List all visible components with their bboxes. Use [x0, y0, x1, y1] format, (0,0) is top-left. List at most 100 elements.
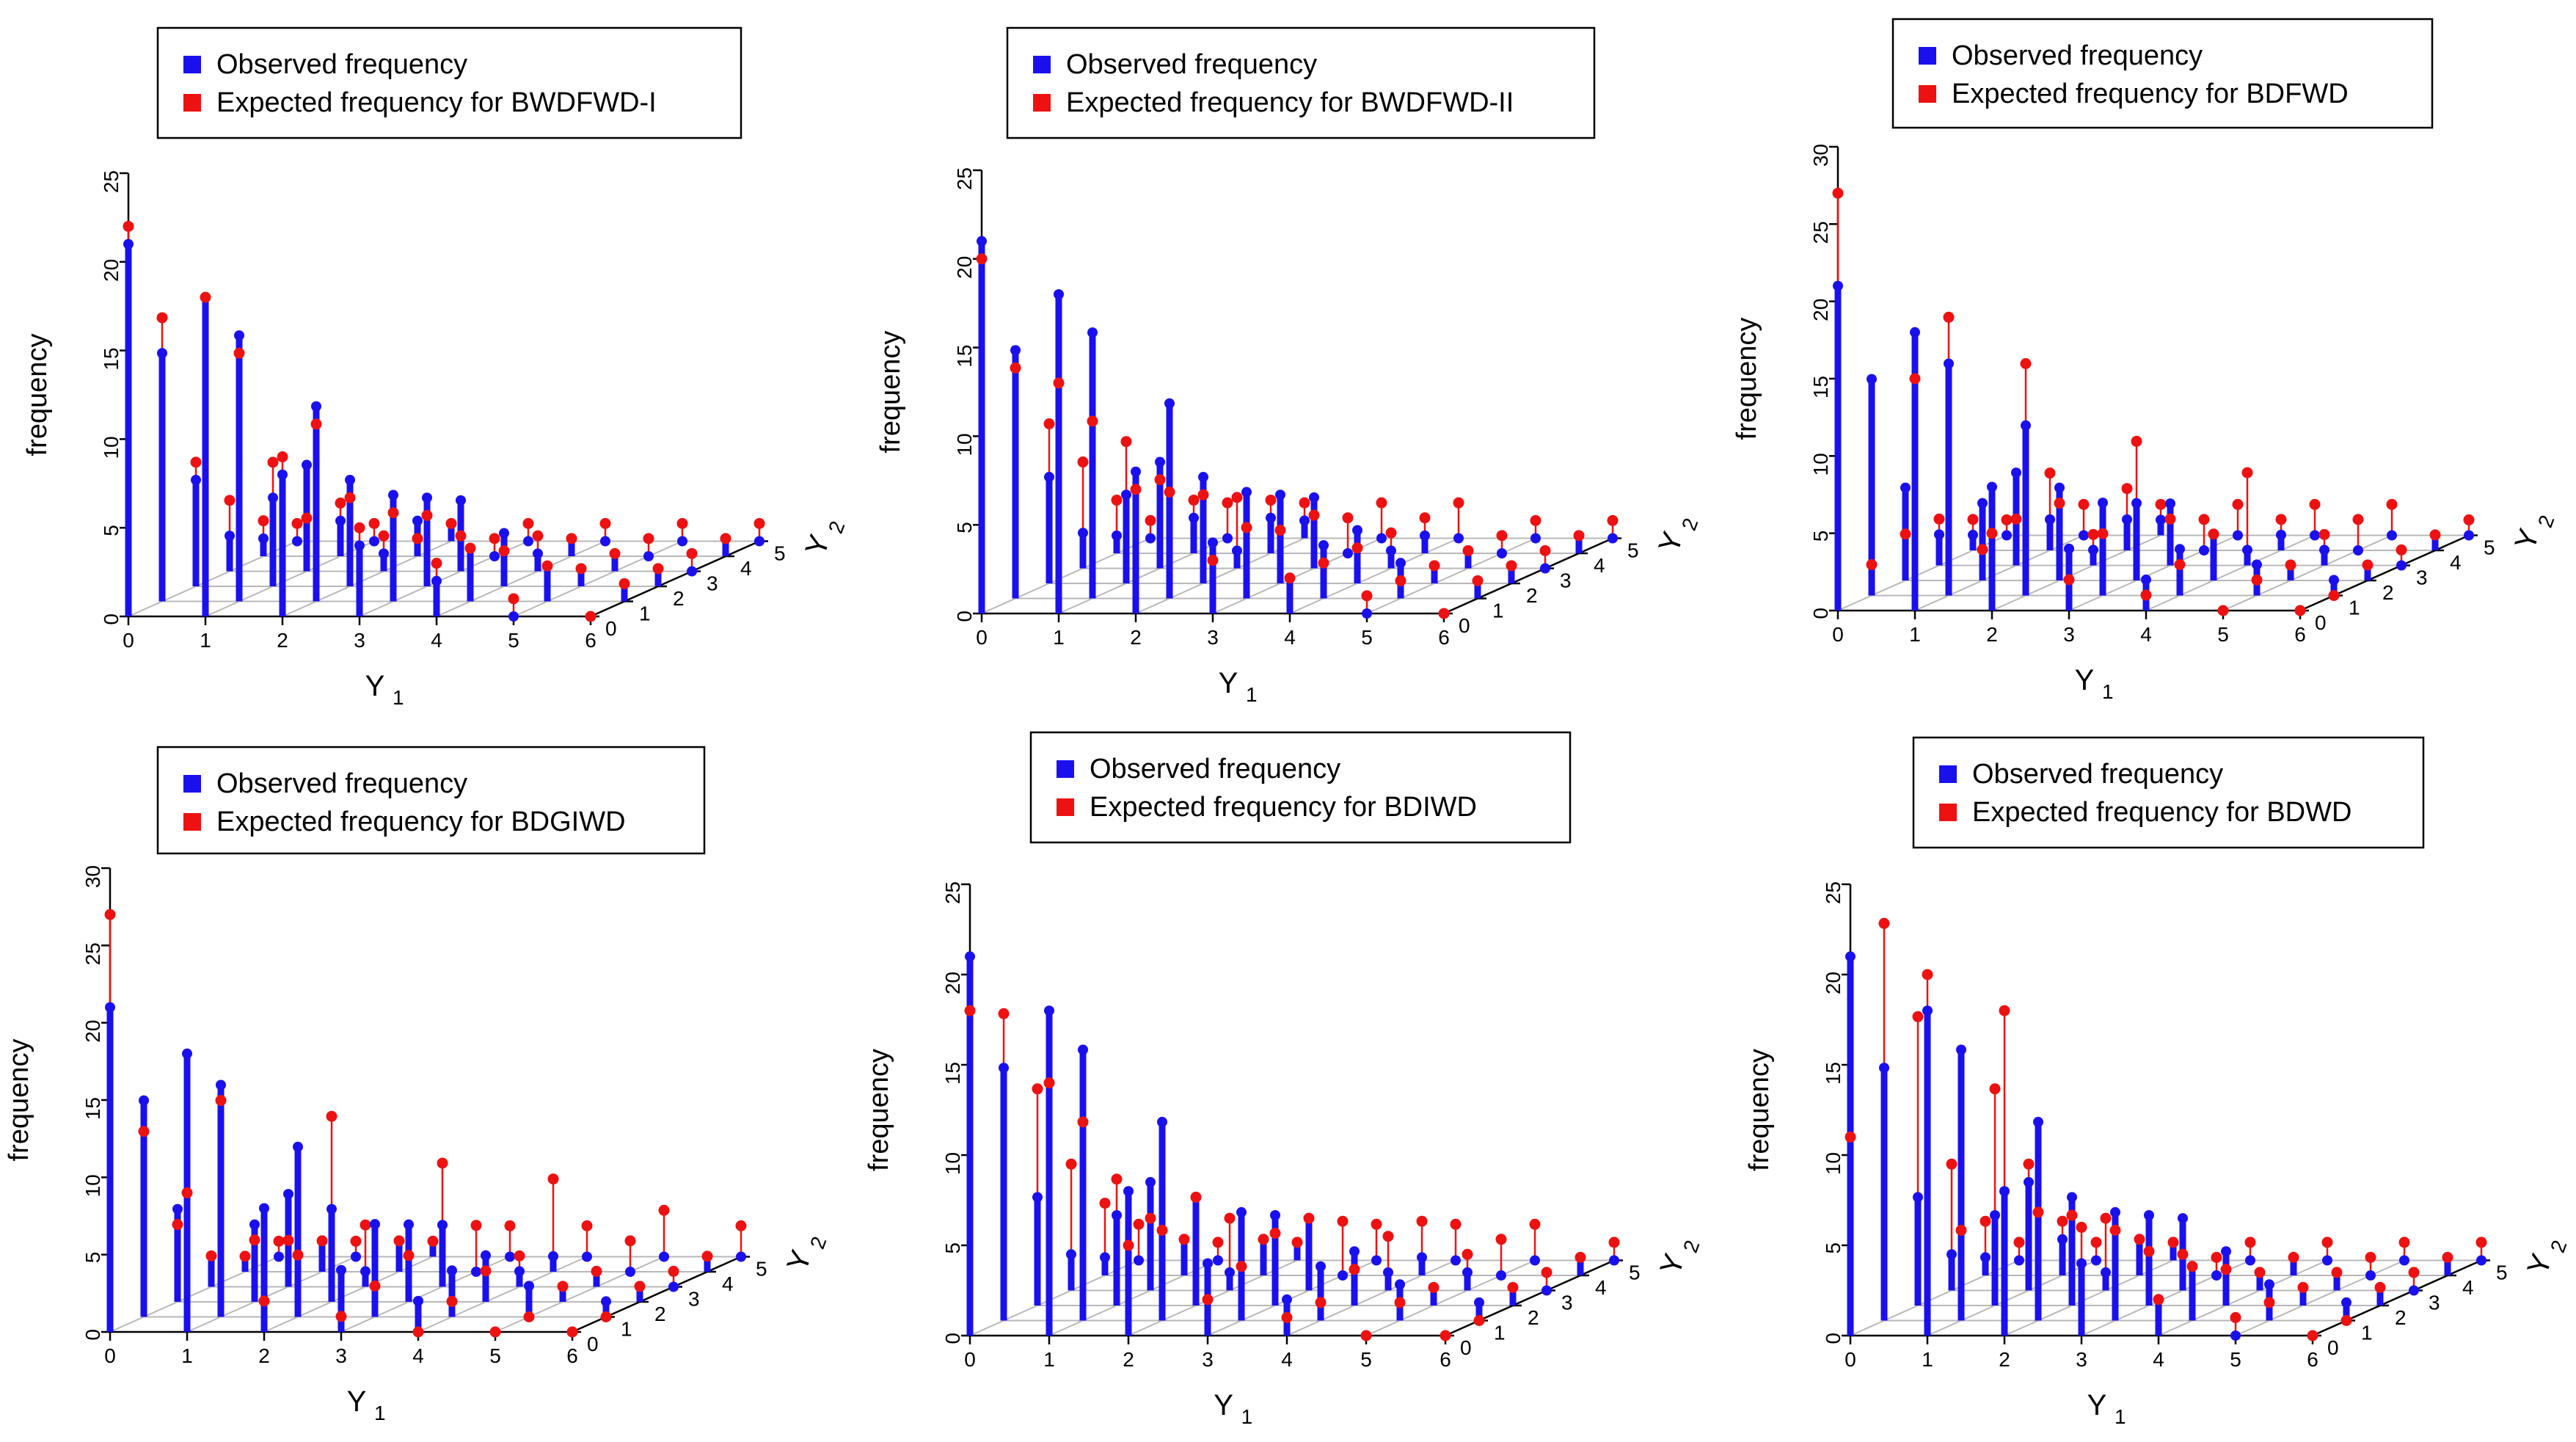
observed-point-1-4	[1189, 512, 1199, 523]
expected-point-3-1	[1236, 1261, 1247, 1272]
y-tick-label-5: 5	[1629, 1261, 1641, 1284]
x-tick-label-5: 5	[508, 629, 519, 652]
expected-point-0-4	[1967, 514, 1979, 525]
expected-point-5-0	[2230, 1311, 2241, 1323]
grid-line-y1-4	[436, 540, 606, 617]
expected-point-2-5	[1299, 497, 1310, 509]
x-tick-label-4: 4	[431, 629, 442, 652]
legend-swatch-expected	[1939, 804, 1957, 821]
observed-point-2-2	[1198, 472, 1208, 483]
expected-point-0-4	[1099, 1198, 1111, 1209]
observed-point-6-5	[2464, 530, 2474, 541]
expected-point-6-1	[1472, 575, 1484, 586]
expected-point-2-2	[2054, 498, 2065, 509]
y-tick-label-4: 4	[1595, 1276, 1607, 1299]
z-tick-label-4: 20	[1809, 299, 1832, 321]
z-tick-label-5: 25	[81, 942, 104, 965]
z-tick-label-6: 30	[1809, 144, 1832, 167]
y-tick-label-3: 3	[1561, 1292, 1573, 1314]
observed-point-4-3	[533, 548, 543, 559]
observed-point-0-3	[1934, 529, 1944, 540]
expected-point-3-0	[354, 522, 365, 534]
observed-point-4-2	[481, 1250, 491, 1261]
y-tick-label-4: 4	[2450, 551, 2462, 574]
x-tick-label-6: 6	[2307, 1348, 2318, 1371]
observed-point-2-1	[2021, 420, 2031, 431]
z-tick-label-4: 20	[953, 256, 976, 279]
x-axis-label-subscript: 1	[393, 686, 404, 709]
expected-point-4-0	[1284, 572, 1296, 584]
observed-point-3-0	[1208, 537, 1218, 548]
y-axis-label: Y	[1654, 1250, 1691, 1279]
z-tick-label-3: 15	[941, 1062, 964, 1085]
grid-line-y1-5	[2235, 1259, 2405, 1336]
expected-point-1-1	[1077, 1116, 1089, 1128]
x-tick-label-3: 3	[2063, 623, 2075, 646]
observed-point-0-0	[1845, 951, 1856, 962]
observed-point-3-5	[1376, 533, 1387, 544]
observed-point-2-4	[1266, 512, 1276, 523]
expected-point-0-5	[2001, 514, 2013, 525]
expected-point-0-5	[291, 517, 303, 529]
y-axis-line	[2299, 534, 2470, 612]
observed-point-3-3	[2178, 1213, 2188, 1224]
y-tick-label-2: 2	[2382, 581, 2394, 604]
z-tick-label-0: 0	[100, 613, 123, 625]
observed-point-1-1	[1087, 327, 1098, 338]
observed-point-4-2	[499, 528, 509, 539]
expected-point-2-2	[326, 1110, 337, 1122]
expected-point-1-1	[1955, 1225, 1967, 1236]
expected-point-2-1	[1164, 487, 1175, 498]
expected-point-5-2	[575, 563, 587, 575]
legend-box	[1029, 731, 1572, 844]
expected-point-3-4	[2198, 514, 2210, 525]
expected-point-5-3	[1462, 1248, 1473, 1260]
z-tick-label-4: 20	[941, 972, 964, 994]
observed-point-6-5	[754, 536, 765, 547]
observed-point-2-0	[277, 469, 288, 480]
expected-point-5-1	[1394, 1297, 1406, 1308]
y-tick-label-3: 3	[688, 1288, 700, 1311]
expected-point-0-0	[1832, 187, 1844, 199]
expected-point-3-0	[1207, 555, 1219, 567]
observed-point-6-1	[2329, 575, 2339, 586]
grid-line-y1-1	[1914, 534, 2084, 611]
x-axis-label: Y	[365, 670, 385, 702]
expected-point-2-1	[310, 418, 322, 430]
expected-point-1-1	[215, 1095, 227, 1107]
expected-point-3-5	[1371, 1218, 1382, 1230]
expected-point-6-2	[634, 1281, 646, 1292]
x-tick-label-1: 1	[200, 629, 211, 652]
observed-point-1-3	[1155, 456, 1165, 467]
z-tick-label-2: 10	[81, 1174, 104, 1197]
z-tick-label-5: 25	[1809, 221, 1832, 244]
observed-point-4-1	[1318, 540, 1329, 551]
observed-point-5-1	[2252, 559, 2262, 570]
observed-point-1-5	[351, 1251, 361, 1262]
y-axis-label: Y	[800, 531, 836, 560]
stems	[1845, 917, 2487, 1341]
observed-point-2-0	[1987, 481, 1997, 492]
x-tick-label-6: 6	[585, 629, 596, 652]
observed-point-2-4	[2122, 514, 2132, 525]
expected-point-2-0	[1123, 1239, 1134, 1251]
z-axis-label: frequency	[864, 1049, 894, 1171]
legend: Observed frequency Expected frequency for…	[1912, 736, 2425, 849]
grid-line-y1-0	[128, 540, 298, 617]
legend-label-expected: Expected frequency for BWDFWD-I	[216, 87, 657, 118]
expected-point-6-3	[668, 1265, 679, 1277]
expected-point-1-0	[1053, 377, 1065, 389]
grid-line-y1-1	[1058, 537, 1228, 614]
observed-point-0-2	[1032, 1192, 1043, 1203]
expected-point-4-5	[2321, 1237, 2333, 1248]
observed-point-3-5	[505, 1251, 515, 1262]
expected-point-5-3	[609, 547, 621, 559]
x-tick-label-1: 1	[181, 1344, 193, 1367]
expected-point-3-2	[421, 509, 433, 521]
x-tick-label-2: 2	[277, 629, 288, 652]
expected-point-3-1	[2097, 528, 2109, 539]
z-tick-label-3: 15	[100, 348, 123, 371]
expected-point-6-1	[1473, 1315, 1485, 1326]
expected-point-1-2	[267, 456, 279, 468]
expected-point-5-1	[2251, 574, 2263, 586]
